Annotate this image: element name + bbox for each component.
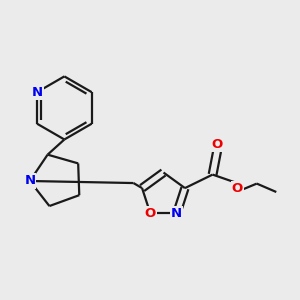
Text: O: O: [145, 207, 156, 220]
Text: N: N: [171, 207, 182, 220]
Text: N: N: [32, 86, 43, 99]
Text: N: N: [24, 175, 35, 188]
Text: O: O: [232, 182, 243, 195]
Text: O: O: [212, 138, 223, 151]
